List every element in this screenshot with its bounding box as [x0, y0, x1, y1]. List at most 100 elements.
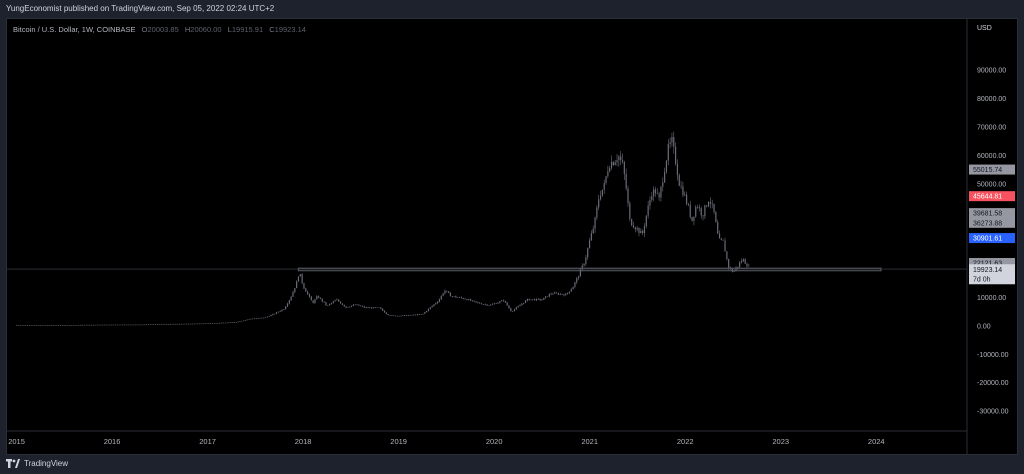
- candle-body: [548, 294, 550, 297]
- candle-body: [706, 205, 708, 207]
- price-axis[interactable]: USD -30000.00 -20000.00 -10000.00 0.00 10000…: [977, 25, 1009, 416]
- candle-body: [711, 203, 713, 205]
- candle-body: [37, 324, 40, 326]
- candle-body: [226, 322, 228, 324]
- candle-body: [144, 324, 146, 326]
- price-chart[interactable]: USD -30000.00 -20000.00 -10000.00 0.00 10000…: [7, 19, 1017, 454]
- candle-body: [601, 189, 603, 196]
- support-level-box[interactable]: [297, 267, 882, 272]
- candle-body: [451, 296, 453, 297]
- candle-body: [685, 194, 688, 204]
- price-label-box: [969, 164, 1015, 175]
- candle-body: [206, 323, 208, 324]
- candle-body: [676, 163, 679, 176]
- y-tick-label: -30000.00: [977, 409, 1009, 416]
- candle-body: [718, 233, 721, 239]
- candle-body: [405, 315, 408, 316]
- candle-body: [78, 324, 80, 326]
- candle-body: [458, 297, 461, 298]
- candle-body: [447, 291, 450, 293]
- candle-body: [556, 292, 558, 294]
- candle-body: [726, 251, 728, 260]
- candle-body: [325, 302, 327, 306]
- price-label-box: [969, 208, 1015, 219]
- candle-body: [338, 299, 340, 302]
- candle-body: [211, 323, 214, 324]
- symbol-legend[interactable]: Bitcoin / U.S. Dollar, 1W, COINBASE O200…: [13, 25, 306, 34]
- candle-body: [568, 291, 571, 293]
- candle-body: [308, 294, 311, 297]
- candle-body: [739, 262, 741, 267]
- candle-body: [54, 325, 56, 326]
- tradingview-logo[interactable]: TradingView: [6, 459, 68, 468]
- candle-body: [277, 311, 279, 313]
- candle-body: [39, 325, 41, 326]
- candle-body: [50, 325, 52, 326]
- level-lines[interactable]: [7, 267, 967, 272]
- candle-body: [199, 323, 201, 325]
- candle-body: [647, 205, 649, 216]
- close-value: 19923.14: [274, 25, 306, 34]
- candle-body: [524, 300, 527, 303]
- candle-body: [91, 324, 93, 326]
- candle-body: [204, 323, 206, 325]
- candle-body: [695, 206, 697, 217]
- candle-body: [140, 324, 142, 326]
- candle-body: [257, 318, 259, 319]
- candle-body: [404, 315, 406, 316]
- candle-body: [36, 324, 38, 326]
- time-axis[interactable]: 2015 2016 2017 2018 2019 2020 2021 2022 2023 2024: [8, 437, 884, 446]
- candle-body: [266, 316, 268, 318]
- candle-body: [129, 324, 131, 326]
- candle-body: [387, 314, 389, 316]
- candle-body: [72, 325, 74, 326]
- candle-body: [737, 266, 739, 268]
- candle-body: [570, 289, 572, 292]
- x-tick-label: 2022: [677, 437, 694, 446]
- candle-body: [169, 323, 171, 325]
- candle-body: [475, 301, 477, 303]
- candle-body: [94, 324, 96, 326]
- candle-body: [466, 299, 468, 301]
- candle-body: [664, 171, 666, 183]
- close-label: C: [269, 25, 275, 34]
- candle-body: [530, 299, 532, 301]
- candle-body: [594, 217, 596, 229]
- candle-body: [700, 208, 702, 216]
- candle-body: [323, 301, 325, 303]
- candle-body: [625, 173, 627, 189]
- publish-info: YungEconomist published on TradingView.c…: [6, 4, 275, 13]
- chart-area[interactable]: Bitcoin / U.S. Dollar, 1W, COINBASE O200…: [6, 18, 1018, 455]
- candle-body: [261, 317, 263, 319]
- candle-body: [742, 259, 744, 262]
- candle-body: [521, 303, 523, 306]
- candle-body: [17, 324, 19, 326]
- candle-body: [513, 309, 516, 312]
- candle-body: [638, 227, 640, 234]
- candle-body: [744, 259, 746, 264]
- candle-body: [740, 261, 743, 263]
- candle-body: [682, 186, 684, 196]
- candle-body: [385, 312, 387, 315]
- candle-body: [468, 299, 470, 301]
- candle-body: [709, 202, 711, 204]
- candle-body: [640, 230, 642, 234]
- candle-body: [565, 293, 567, 296]
- candle-body: [691, 216, 693, 221]
- candle-body: [411, 314, 413, 316]
- candle-body: [566, 292, 569, 294]
- x-tick-label: 2019: [390, 437, 407, 446]
- candle-body: [482, 304, 484, 305]
- candle-body: [665, 160, 668, 172]
- candle-body: [25, 324, 27, 326]
- candle-body: [149, 324, 151, 326]
- candle-body: [539, 299, 541, 301]
- candle-body: [396, 315, 398, 317]
- candle-body: [275, 312, 278, 314]
- candle-body: [610, 162, 613, 169]
- candle-body: [210, 323, 212, 324]
- candle-body: [592, 228, 594, 234]
- candle-body: [746, 263, 748, 267]
- candle-body: [585, 257, 587, 264]
- axis-unit: USD: [977, 25, 992, 32]
